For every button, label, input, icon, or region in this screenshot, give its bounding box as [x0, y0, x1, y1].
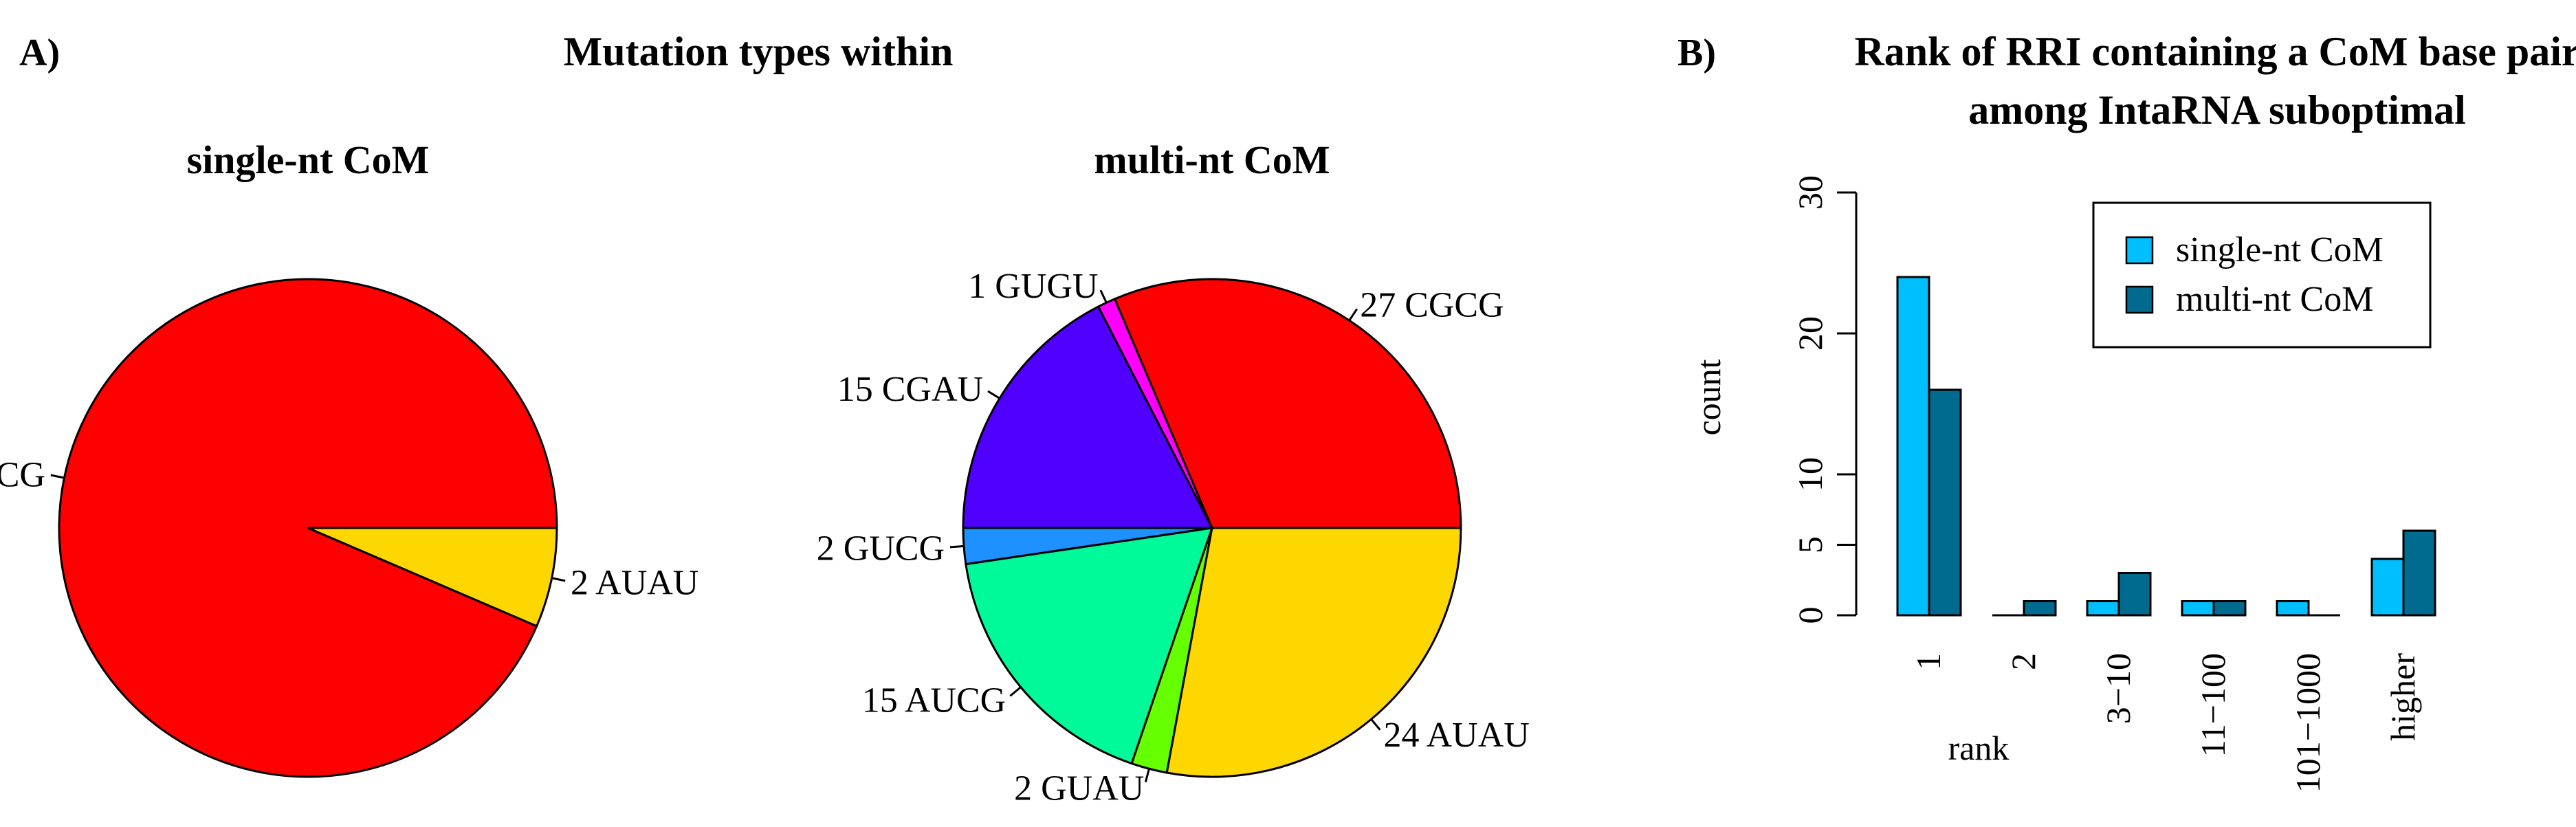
pie-multi-slice-cgau	[962, 305, 1214, 529]
pie-single-label-cgcg: 29 CGCG	[0, 455, 45, 494]
pie-multi-label-guau: 2 GUAU	[1014, 769, 1144, 808]
bar-multi-5	[2402, 529, 2436, 617]
bar-single-5	[2370, 558, 2405, 617]
pie-multi-leader-gugu	[1099, 289, 1108, 303]
x-tick-label: 101−1000	[2289, 653, 2327, 793]
bar-multi-0	[1928, 388, 1962, 617]
pie-single-title: single-nt CoM	[187, 137, 430, 182]
y-tick-label: 30	[1791, 175, 1829, 210]
panel-b-title-line1: Rank of RRI containing a CoM base pair	[1854, 29, 2576, 74]
pie-multi-label-aucg: 15 AUCG	[862, 681, 1006, 720]
pie-single-nt: 29 CGCG 2 AUAU	[0, 278, 698, 778]
y-axis-label: count	[1689, 359, 1728, 435]
x-tick-label: 1	[1909, 653, 1948, 670]
bar-single-3	[2181, 600, 2215, 617]
panel-a-label: A)	[19, 32, 60, 74]
bar-single-0	[1896, 276, 1930, 617]
pie-multi-label-auau: 24 AUAU	[1383, 716, 1529, 755]
x-tick-label: 2	[2004, 653, 2043, 670]
legend-swatch-multi	[2125, 285, 2154, 314]
panel-b-title-line2: among IntaRNA suboptimal	[1968, 87, 2466, 133]
pie-multi-leader-auau	[1370, 718, 1381, 731]
y-tick-label: 20	[1791, 316, 1829, 351]
pie-single-label-auau: 2 AUAU	[571, 564, 698, 603]
y-tick-label: 0	[1791, 607, 1829, 624]
pie-multi-nt: 27 CGCG 1 GUGU 15 CGAU 2 GUCG 15 AUCG 2 GUAU 2…	[817, 267, 1530, 808]
bar-single-4	[2276, 600, 2310, 617]
pie-multi-slice-aucg	[965, 527, 1214, 765]
panel-b-label: B)	[1677, 32, 1716, 74]
bar-chart: 0 5 10 20 30 1 2 3−10 11−100 101−1000 higher	[1791, 175, 2436, 793]
bar-single-2	[2086, 600, 2120, 617]
pie-multi-title: multi-nt CoM	[1094, 137, 1330, 182]
pie-multi-slice-cgcg	[1113, 278, 1462, 529]
pie-multi-label-gugu: 1 GUGU	[968, 267, 1098, 306]
legend-swatch-single	[2125, 236, 2154, 265]
pie-multi-leader-aucg	[1009, 686, 1022, 697]
pie-multi-label-cgau: 15 CGAU	[837, 370, 983, 409]
legend-label-multi: multi-nt CoM	[2176, 280, 2373, 319]
x-axis-label: rank	[1948, 729, 2010, 767]
pie-multi-leader-cgau	[987, 390, 1000, 399]
pie-multi-slice-auau	[1165, 527, 1462, 778]
pie-multi-label-gucg: 2 GUCG	[817, 529, 945, 568]
panel-a-title: Mutation types within	[564, 29, 954, 74]
pie-multi-leader-cgcg	[1348, 308, 1358, 321]
y-tick-label: 5	[1791, 536, 1829, 553]
legend-box	[2092, 201, 2432, 349]
pie-single-leader-cgcg	[50, 474, 65, 479]
pie-multi-leader-guau	[1144, 768, 1150, 782]
x-tick-label: higher	[2384, 653, 2422, 741]
bar-multi-1	[2023, 600, 2057, 617]
pie-single-leader-auau	[551, 577, 566, 582]
pie-multi-leader-gucg	[949, 544, 965, 549]
legend-label-single: single-nt CoM	[2176, 230, 2384, 269]
y-tick-label: 10	[1791, 457, 1829, 492]
bar-multi-3	[2212, 600, 2247, 617]
bar-multi-2	[2117, 572, 2152, 617]
x-tick-label: 3−10	[2099, 653, 2137, 724]
pie-multi-label-cgcg: 27 CGCG	[1360, 286, 1504, 325]
x-tick-label: 11−100	[2194, 653, 2232, 757]
